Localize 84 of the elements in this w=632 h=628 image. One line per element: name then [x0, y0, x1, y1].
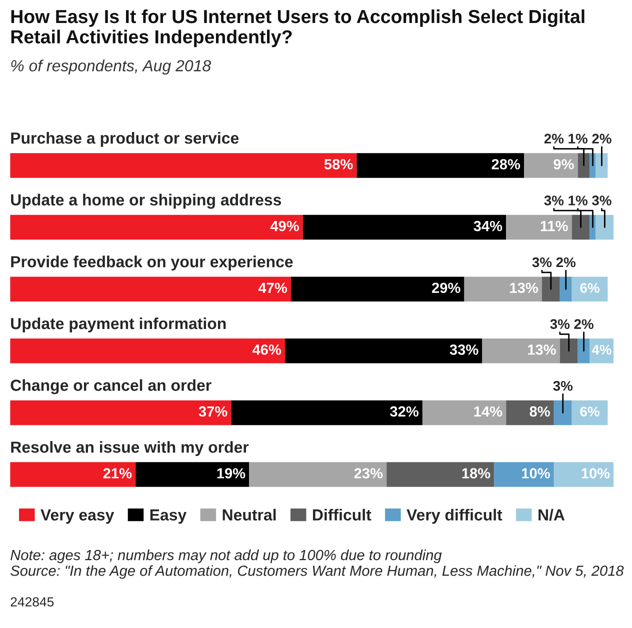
data-label: 9% — [554, 159, 574, 170]
data-label: 23% — [354, 468, 383, 478]
data-label: 3% — [592, 196, 612, 206]
legend-label: Difficult — [312, 508, 372, 521]
data-label: 1% — [568, 134, 588, 144]
bar — [386, 462, 494, 487]
data-label: 49% — [270, 220, 299, 232]
bar — [506, 400, 554, 426]
data-label: 3% — [553, 380, 573, 391]
bar — [596, 214, 614, 240]
data-label: 14% — [474, 406, 502, 417]
bar — [10, 214, 303, 240]
bar — [136, 462, 250, 487]
data-label: 13% — [510, 282, 538, 294]
bar — [10, 276, 291, 302]
data-label: 3% — [550, 319, 570, 330]
y-tick-label: Update payment information — [11, 317, 226, 332]
data-label: 19% — [217, 468, 246, 478]
data-label: 33% — [450, 344, 478, 355]
text: Note: ages 18+; numbers may not add up to 100% due to rounding Source: "In the Age of Automation, Customers Want More Human, Less Machine," Nov 5, 2018 — [10, 550, 624, 579]
data-label: 10% — [582, 468, 610, 478]
data-label: 1% — [568, 196, 588, 206]
data-label: 18% — [462, 468, 490, 478]
legend-label: N/A — [538, 508, 565, 521]
bar — [10, 338, 285, 364]
bar — [10, 462, 136, 487]
bar — [596, 153, 608, 178]
data-label: 47% — [258, 282, 288, 293]
chart-title: How Easy Is It for US Internet Users to Accomplish Select Digital Retail Activities Independently? — [11, 9, 584, 48]
bar — [572, 214, 590, 240]
bar — [10, 153, 357, 178]
data-label: 3% — [544, 196, 564, 206]
data-label: 28% — [492, 159, 520, 170]
data-label: 10% — [522, 468, 550, 478]
bar — [422, 400, 506, 426]
bar — [464, 276, 542, 302]
bar — [572, 276, 608, 302]
data-label: 32% — [390, 406, 418, 417]
y-tick-label: Update a home or shipping address — [11, 194, 282, 209]
y-tick-label: Change or cancel an order — [10, 379, 212, 394]
bar — [302, 214, 506, 240]
legend-label: Very easy — [40, 509, 114, 524]
data-label: 6% — [580, 406, 600, 416]
legend-label: Easy — [150, 509, 187, 524]
bar — [506, 214, 572, 240]
data-label: 2% — [556, 257, 576, 268]
data-label: 46% — [252, 344, 282, 355]
bar — [554, 462, 614, 487]
bar — [560, 338, 578, 364]
data-label: 3% — [532, 257, 552, 268]
bar — [524, 153, 578, 178]
data-label: 29% — [432, 282, 460, 294]
bar — [482, 338, 560, 364]
data-label: 21% — [103, 468, 132, 478]
data-label: 58% — [324, 159, 353, 170]
legend-label: Very difficult — [406, 508, 502, 524]
data-label: 37% — [198, 406, 228, 417]
bar — [10, 400, 232, 426]
chart-subtitle: % of respondents, Aug 2018 — [11, 60, 211, 75]
bar — [554, 400, 572, 426]
bar — [560, 276, 572, 302]
data-label: 2% — [574, 319, 594, 329]
legend-label: Neutral — [222, 508, 276, 521]
y-tick-label: Provide feedback on your experience — [11, 256, 293, 271]
bar — [356, 153, 524, 178]
data-label: 13% — [528, 344, 556, 355]
data-label: 4% — [592, 344, 612, 355]
y-tick-label: Resolve an issue with my order — [11, 441, 249, 456]
bar — [578, 153, 590, 178]
y-tick-label: Purchase a product or service — [11, 132, 239, 147]
bar — [290, 276, 464, 302]
bar — [542, 276, 560, 302]
bar — [285, 338, 482, 364]
data-label: 2% — [592, 134, 612, 144]
data-label: 11% — [540, 220, 568, 232]
data-label: 34% — [474, 220, 502, 232]
data-label: 6% — [580, 282, 600, 293]
data-label: 2% — [544, 134, 564, 144]
bar — [578, 338, 590, 364]
bar — [231, 400, 422, 426]
bar — [494, 462, 554, 487]
text: 242845 — [10, 597, 54, 607]
data-label: 8% — [530, 406, 550, 417]
bar — [249, 462, 387, 487]
